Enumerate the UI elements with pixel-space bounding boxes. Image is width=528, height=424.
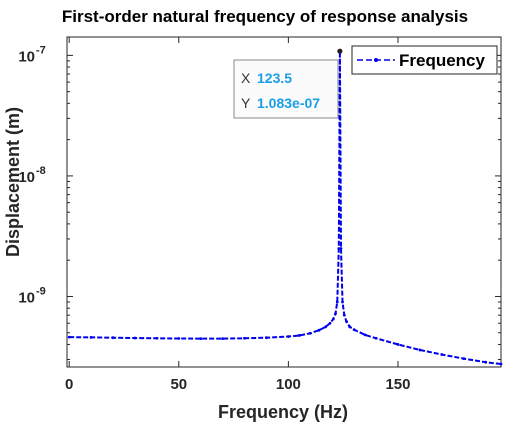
data-point <box>363 333 367 337</box>
data-point <box>317 328 321 332</box>
data-point <box>331 317 335 321</box>
legend-marker <box>374 58 378 62</box>
data-point <box>89 335 93 339</box>
data-point <box>345 320 348 323</box>
x-axis-label: Frequency (Hz) <box>218 402 348 422</box>
data-point <box>418 348 422 352</box>
data-point <box>177 337 181 340</box>
data-point <box>484 360 488 364</box>
data-point <box>111 336 115 340</box>
data-point <box>352 328 356 332</box>
datatip-x-key: X <box>241 70 251 86</box>
series-layer <box>67 48 503 366</box>
data-point <box>67 335 71 339</box>
y-tick-label-base: 10 <box>18 48 35 65</box>
data-point <box>342 313 346 317</box>
datatip-x-value: 123.5 <box>257 70 292 86</box>
legend-label: Frequency <box>399 51 486 70</box>
y-tick-label-exponent: -8 <box>36 165 46 177</box>
data-point <box>221 337 225 341</box>
x-tick-label: 0 <box>65 376 73 393</box>
data-point <box>286 335 290 338</box>
data-point <box>462 357 466 361</box>
data-point <box>297 334 301 337</box>
data-point <box>199 337 203 341</box>
data-point <box>155 336 159 340</box>
chart-title: First-order natural frequency of respons… <box>62 7 468 26</box>
y-tick-label-exponent: -9 <box>36 285 46 297</box>
x-tick-label: 100 <box>276 376 301 393</box>
data-point <box>374 336 378 340</box>
data-point <box>339 247 343 250</box>
data-point <box>328 321 332 325</box>
data-point <box>348 325 352 329</box>
datatip-box <box>233 59 339 119</box>
data-point <box>334 312 337 316</box>
data-point <box>337 247 341 250</box>
y-tick-label-base: 10 <box>18 169 35 186</box>
data-point <box>324 325 328 329</box>
data-point <box>396 343 400 346</box>
y-tick-label: 10 <box>18 169 35 186</box>
data-point <box>341 300 344 304</box>
y-tick-label-exponent: -7 <box>36 44 46 56</box>
legend[interactable]: Frequency <box>351 45 498 75</box>
y-axis-ticks: 10-910-810-7 <box>18 44 501 361</box>
data-point <box>308 331 312 335</box>
data-point <box>499 362 503 366</box>
datatip-point[interactable] <box>337 48 343 54</box>
x-tick-label: 150 <box>385 376 410 393</box>
datatip-y-value: 1.083e-07 <box>257 95 320 111</box>
x-tick-label: 50 <box>170 376 187 393</box>
y-tick-label: 10 <box>18 48 35 65</box>
x-axis-ticks: 0 50 100 150 <box>65 37 410 393</box>
data-point <box>265 336 268 340</box>
datatip[interactable]: X 123.5 Y 1.083e-07 <box>233 59 339 119</box>
y-tick-label-base: 10 <box>18 289 35 306</box>
data-point <box>335 300 339 304</box>
y-tick-label: 10 <box>18 289 35 306</box>
y-axis-label: Displacement (m) <box>3 107 23 257</box>
data-point <box>440 353 444 356</box>
datatip-y-key: Y <box>241 95 251 111</box>
data-point <box>243 336 246 340</box>
data-point <box>133 336 137 340</box>
